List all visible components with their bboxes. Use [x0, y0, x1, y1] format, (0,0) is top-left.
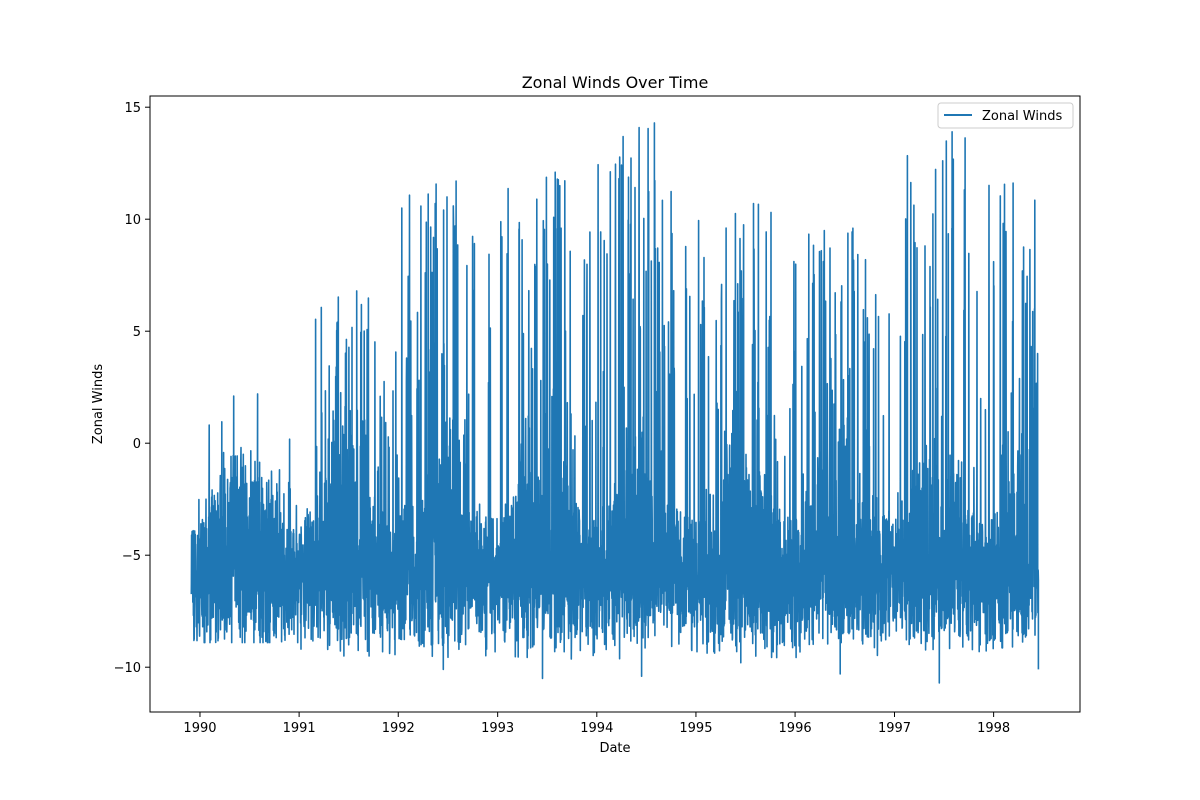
x-tick-label: 1997	[878, 721, 911, 736]
x-tick-label: 1994	[580, 721, 613, 736]
x-tick-label: 1992	[382, 721, 415, 736]
x-tick-label: 1993	[481, 721, 514, 736]
series-layer	[190, 122, 1040, 684]
x-axis-label: Date	[599, 741, 630, 756]
y-tick-label: 5	[133, 325, 141, 340]
plot-area	[149, 95, 1081, 713]
plot-frame	[149, 95, 1081, 713]
y-axis-label: Zonal Winds	[91, 364, 106, 444]
y-tick-label: −10	[114, 661, 141, 676]
y-tick-label: 0	[133, 437, 141, 452]
legend-series-label: Zonal Winds	[982, 109, 1062, 124]
x-tick-label: 1995	[679, 721, 712, 736]
y-tick-label: 10	[124, 213, 141, 228]
x-tick-label: 1991	[283, 721, 316, 736]
chart-title: Zonal Winds Over Time	[522, 73, 709, 92]
x-tick-label: 1990	[183, 721, 216, 736]
y-axis: −10 −5 0 5 10 15	[114, 101, 150, 676]
y-tick-label: −5	[122, 549, 141, 564]
x-tick-label: 1998	[977, 721, 1010, 736]
y-tick-label: 15	[124, 101, 141, 116]
x-axis: 1990 1991 1992 1993 1994 1995 1996 1997 1998	[183, 712, 1010, 736]
legend-box	[937, 102, 1074, 129]
legend: Zonal Winds	[937, 102, 1074, 129]
series-line-zonal-winds	[190, 122, 1040, 684]
x-tick-label: 1996	[779, 721, 812, 736]
